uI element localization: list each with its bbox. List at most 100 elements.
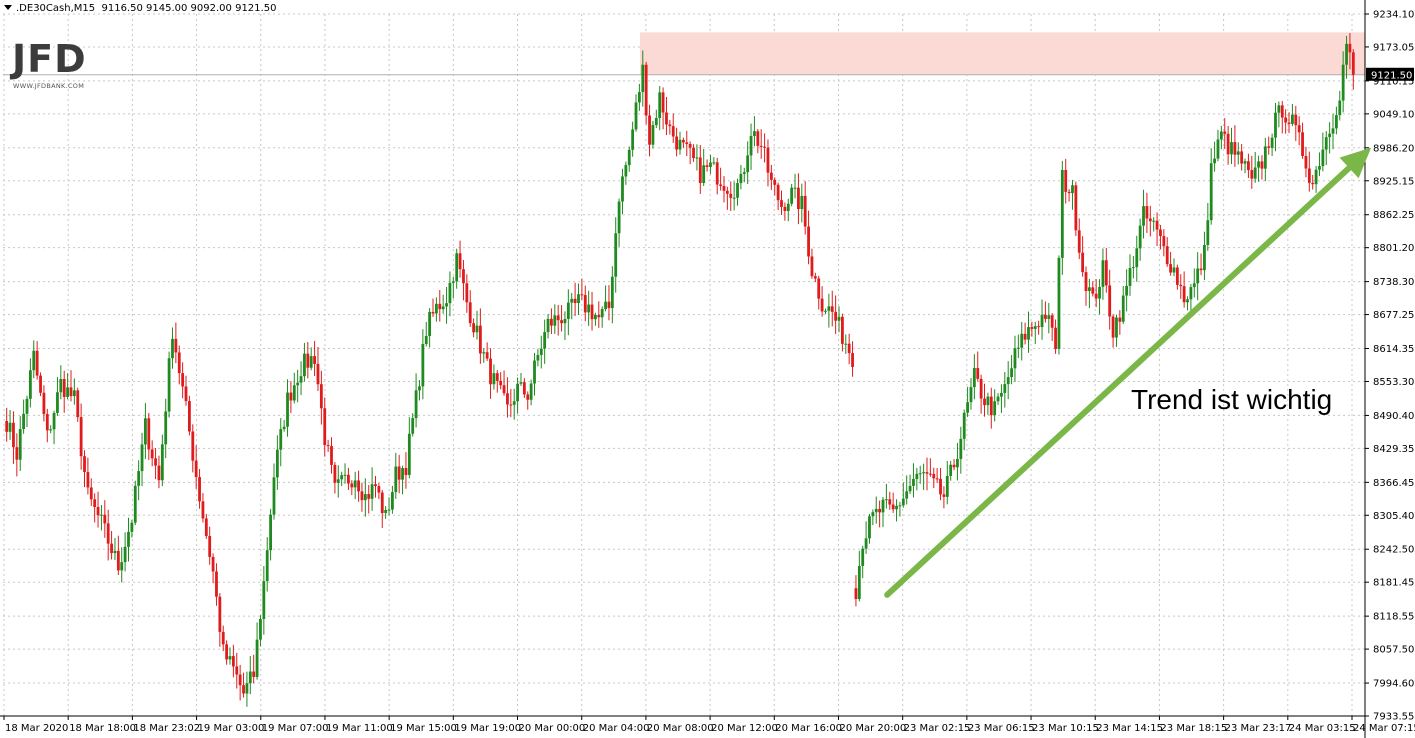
candle-body [573,298,577,304]
candle [884,483,888,509]
candle-body [397,466,401,480]
candle [1064,158,1068,204]
candle [749,123,753,170]
candle [1084,266,1088,306]
candle-body [736,183,739,198]
candle [698,145,702,194]
candle-body [116,550,120,571]
candle-body [688,143,692,148]
candle [1324,131,1328,166]
candle-body [1331,128,1335,134]
candle [932,467,936,489]
candle [604,285,607,312]
candle [830,290,834,327]
candle [96,491,100,528]
candle [526,391,530,410]
candle [570,293,574,320]
candle-body [313,356,316,364]
candle-body [753,131,756,136]
candle-body [394,466,398,493]
candle-body [1118,317,1122,322]
candle-body [502,385,506,394]
candle-body [895,505,898,510]
candle-body [52,412,56,430]
candle [668,119,672,135]
candle-body [1270,137,1274,148]
candle [556,304,560,336]
candle [93,493,97,523]
candle [976,351,980,382]
candle-body [1192,283,1196,288]
candle-body [1243,161,1247,164]
candle [434,297,438,322]
candle [272,463,276,520]
candle [292,372,296,404]
candle-body [154,458,157,466]
candle [847,333,851,365]
candle-body [8,422,12,432]
candle [942,486,946,509]
candle-body [705,165,709,167]
candle [597,301,601,328]
candle [945,461,949,505]
candle-body [218,596,222,632]
time-tick-label: 23 Mar 14:15 [1096,723,1163,734]
candle [935,468,939,483]
candle [1287,112,1291,134]
candle [857,550,861,602]
candle [1027,311,1030,353]
candle [282,419,286,432]
candle [1047,302,1051,334]
candle-body [908,485,912,492]
candle-body [495,373,499,381]
candle-body [1274,112,1277,138]
candle [130,519,134,538]
candle-body [509,404,513,406]
grid-lines [3,13,1365,717]
candle-body [756,131,760,146]
candle [678,131,682,155]
candle [1216,129,1220,162]
candle [739,165,743,190]
candle-body [187,401,191,432]
price-tick-label: 7994.60 [1373,679,1414,690]
candle-body [360,491,364,501]
candle [279,418,283,467]
candle-body [160,444,164,481]
candle [577,283,580,315]
candle [637,83,641,111]
candle-body [577,294,580,304]
candle [675,127,679,157]
candle-body [868,516,871,539]
candle-body [1142,206,1145,226]
dropdown-icon[interactable] [4,5,12,10]
candle [106,509,110,561]
candle-body [431,311,435,314]
candle-body [1121,295,1125,322]
candle-body [979,378,983,399]
candle [925,457,929,491]
candle-body [113,550,117,554]
candle-body [1074,185,1078,231]
time-tick-label: 19 Mar 19:00 [454,723,521,734]
candle [529,379,533,406]
candle-body [1033,326,1037,329]
candle [201,493,205,523]
candle-body [245,683,249,694]
candle-body [1189,287,1193,300]
candle-body [844,343,848,345]
candle [1328,122,1332,154]
candle [1331,113,1335,150]
candle-body [851,353,854,367]
candle [1270,133,1274,157]
candle-body [945,475,949,497]
candle [187,395,191,436]
candle-body [780,200,783,207]
candle-body [668,124,672,127]
candle [144,403,147,459]
candle [1162,229,1166,257]
candle [512,388,516,420]
candle [560,305,563,332]
candle-body [455,253,459,282]
